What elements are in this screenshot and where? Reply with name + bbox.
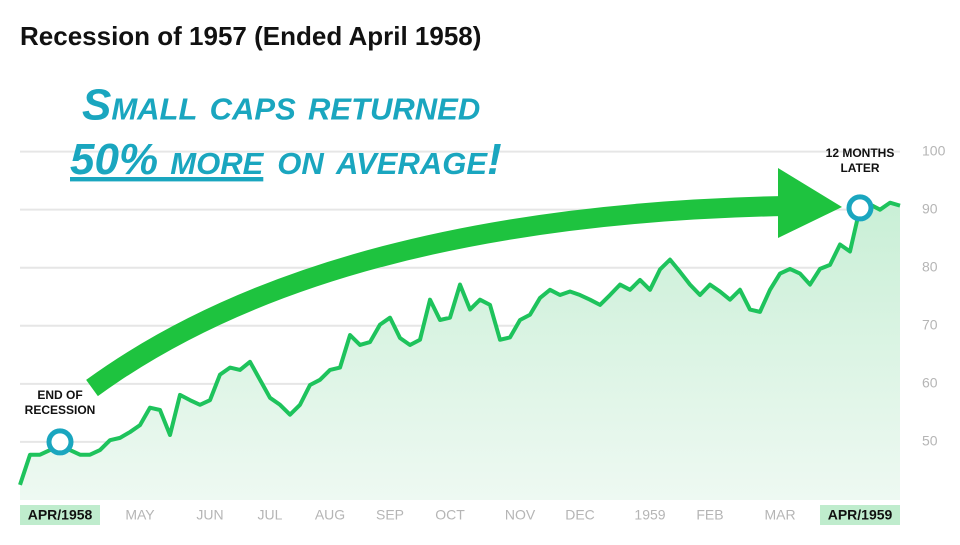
x-tick-label: FEB bbox=[696, 507, 723, 523]
y-tick-label: 60 bbox=[922, 375, 938, 391]
annotation: END OF bbox=[37, 388, 82, 402]
x-tick-label: JUN bbox=[196, 507, 223, 523]
y-tick-label: 100 bbox=[922, 142, 946, 158]
line bbox=[18, 200, 901, 486]
y-tick-label: 50 bbox=[922, 433, 938, 449]
x-label-highlight bbox=[20, 505, 100, 525]
x-tick-label: DEC bbox=[565, 507, 595, 523]
annotation: 12 MONTHS bbox=[826, 146, 895, 160]
y-tick-label: 70 bbox=[922, 317, 938, 333]
x-tick-label: OCT bbox=[435, 507, 465, 523]
marker bbox=[46, 428, 74, 456]
chart-title: Recession of 1957 (Ended April 1958) bbox=[20, 21, 481, 51]
y-tick-label: 80 bbox=[922, 258, 938, 274]
headline-line: 50% more on average! bbox=[70, 135, 502, 184]
headline: Small caps returned 50% more on average! bbox=[70, 81, 502, 184]
headline-emphasis: 50% more bbox=[70, 135, 265, 184]
annotation: RECESSION bbox=[25, 403, 96, 417]
headline-line: Small caps returned bbox=[82, 81, 480, 130]
x-tick-label: JUL bbox=[258, 507, 283, 523]
arrow-head bbox=[778, 168, 842, 238]
x-tick-label: 1959 bbox=[634, 507, 665, 523]
x-tick-label: NOV bbox=[505, 507, 536, 523]
x-tick-label: APR/1959 bbox=[828, 507, 893, 523]
x-tick-label: SEP bbox=[376, 507, 404, 523]
y-tick-label: 90 bbox=[922, 200, 938, 216]
annotation: LATER bbox=[840, 161, 879, 175]
area bbox=[20, 202, 900, 501]
marker bbox=[846, 194, 874, 222]
x-tick-label: MAR bbox=[764, 507, 795, 523]
headline-rest: on average! bbox=[277, 135, 501, 184]
x-tick-label: APR/1958 bbox=[28, 507, 93, 523]
arrow bbox=[86, 196, 786, 397]
plot-area: 50 60 70 80 90 100 APR/1958 MAY JUN JUL AUG SEP OCT N… bbox=[18, 142, 946, 525]
x-label-highlight bbox=[820, 505, 900, 525]
x-tick-label: MAY bbox=[125, 507, 155, 523]
x-tick-label: AUG bbox=[315, 507, 345, 523]
